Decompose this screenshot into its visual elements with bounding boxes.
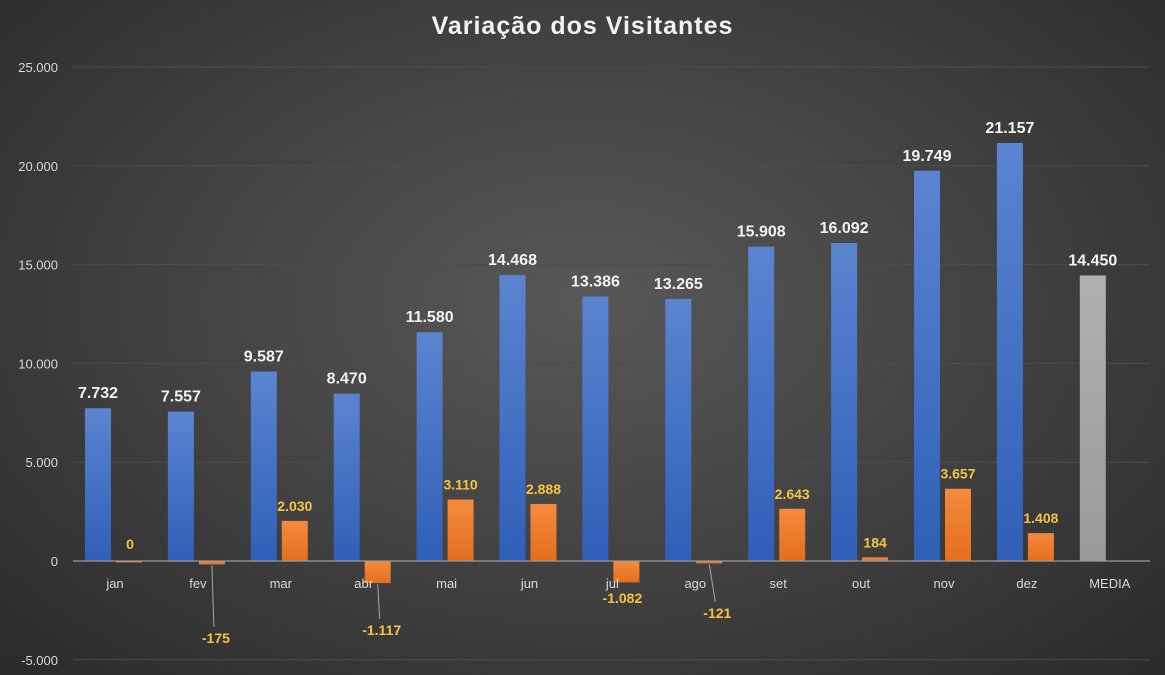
visitantes-bar	[831, 243, 858, 561]
visitantes-bar	[333, 393, 360, 561]
leader-line	[708, 564, 716, 603]
variacao-bar	[116, 561, 142, 563]
y-tick-label: 20.000	[18, 159, 58, 174]
variacao-bar	[862, 557, 889, 561]
x-tick-label: MEDIA	[1089, 576, 1131, 591]
variacao-data-label: -1.117	[362, 622, 401, 638]
x-tick-label: jun	[520, 576, 538, 591]
variacao-data-label: 3.110	[443, 477, 477, 493]
y-tick-label: 10.000	[18, 356, 58, 371]
variacao-bar	[198, 561, 225, 565]
x-tick-label: mar	[270, 576, 293, 591]
leader-line	[211, 565, 215, 628]
variacao-data-label: -1.082	[603, 590, 643, 606]
leader-line	[377, 584, 381, 620]
visitantes-data-label: 15.908	[737, 224, 786, 241]
visitantes-data-label: 19.749	[903, 148, 952, 165]
x-tick-label: set	[770, 576, 788, 591]
variacao-data-label: 1.408	[1023, 510, 1058, 526]
visitantes-bar	[167, 411, 194, 561]
variacao-bar	[613, 561, 640, 583]
visitantes-data-label: 21.157	[985, 120, 1034, 137]
x-tick-label: jul	[605, 576, 619, 591]
y-tick-label: 25.000	[18, 60, 58, 75]
visitantes-data-label: 13.265	[654, 276, 703, 293]
variacao-bar	[447, 499, 474, 561]
visitantes-data-label: 9.587	[244, 349, 284, 366]
visitantes-bar	[665, 298, 692, 561]
variacao-bar	[281, 520, 308, 561]
y-tick-label: 15.000	[18, 258, 58, 273]
x-tick-label: abr	[354, 576, 373, 591]
variacao-bar	[696, 561, 723, 564]
visitantes-data-label: 14.468	[488, 252, 537, 269]
chart-title: Variação dos Visitantes	[431, 12, 734, 40]
x-tick-label: jan	[105, 576, 123, 591]
y-tick-label: 0	[51, 554, 58, 569]
visitantes-data-label: 14.450	[1068, 252, 1117, 269]
visitantes-bar	[996, 142, 1023, 561]
variacao-bar	[530, 503, 557, 561]
variacao-data-label: 2.030	[277, 498, 312, 514]
x-tick-label: dez	[1016, 576, 1037, 591]
visitantes-data-label: 16.092	[820, 220, 869, 237]
y-tick-label: 5.000	[25, 455, 58, 470]
visitantes-data-label: 11.580	[406, 309, 454, 326]
visitantes-data-label: 7.557	[161, 389, 201, 406]
x-tick-label: out	[852, 576, 870, 591]
variacao-bar	[364, 561, 391, 584]
visitantes-bar	[914, 170, 940, 561]
visitantes-data-label: 8.470	[327, 371, 367, 388]
x-tick-label: ago	[684, 576, 706, 591]
variacao-data-label: 2.643	[775, 486, 810, 502]
visitantes-bar	[416, 332, 443, 561]
y-tick-label: -5.000	[21, 653, 58, 668]
variacao-data-label: -175	[202, 630, 230, 646]
variacao-data-label: 2.888	[526, 481, 561, 497]
variacao-bar	[779, 508, 806, 561]
x-tick-label: nov	[934, 576, 955, 591]
visitantes-data-label: 7.732	[78, 385, 118, 402]
variacao-data-label: 0	[126, 536, 134, 552]
x-tick-label: mai	[436, 576, 457, 591]
visitantes-bar	[499, 275, 526, 561]
variacao-bar	[1027, 533, 1054, 561]
variacao-data-label: 184	[863, 534, 887, 550]
visitantes-bar	[748, 246, 775, 562]
media-bar	[1079, 275, 1106, 561]
visitantes-bar	[582, 296, 609, 561]
variacao-data-label: -121	[703, 605, 731, 621]
visitantes-data-label: 13.386	[571, 273, 620, 290]
variacao-data-label: 3.657	[940, 466, 975, 482]
variacao-bar	[945, 488, 971, 561]
visitantes-bar	[85, 408, 111, 561]
x-tick-label: fev	[189, 576, 207, 591]
visitantes-bar	[250, 371, 277, 561]
